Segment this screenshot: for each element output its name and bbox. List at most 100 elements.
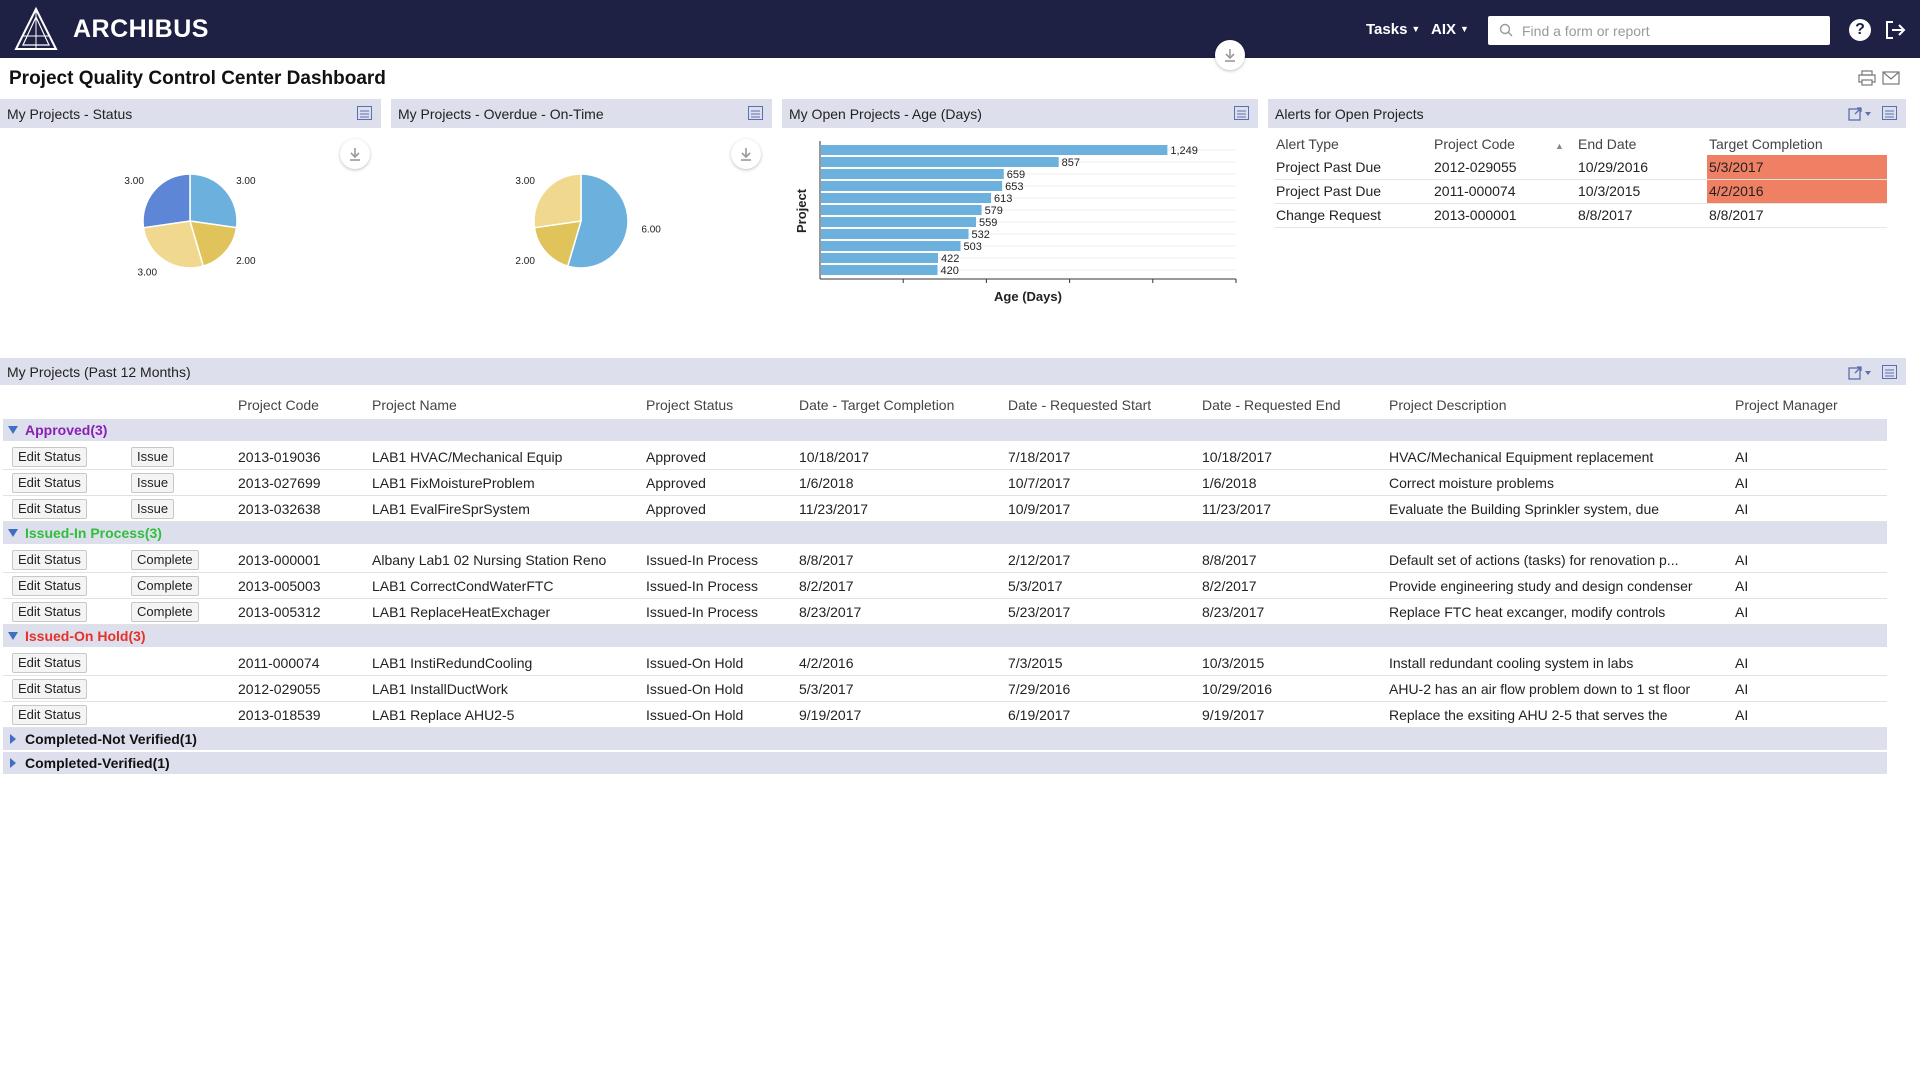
requested-end-cell: 10/3/2015 bbox=[1202, 655, 1265, 671]
issue-button[interactable]: Issue bbox=[131, 499, 175, 519]
col-project-code[interactable]: Project Code ▲ bbox=[1432, 133, 1576, 155]
email-icon[interactable] bbox=[1882, 70, 1900, 86]
bar[interactable] bbox=[821, 145, 1168, 155]
caret-down-icon[interactable] bbox=[7, 425, 19, 435]
issue-button[interactable]: Issue bbox=[131, 447, 175, 467]
edit-status-button[interactable]: Edit Status bbox=[12, 653, 87, 673]
edit-status-button[interactable]: Edit Status bbox=[12, 679, 87, 699]
bar-value-label: 532 bbox=[972, 229, 990, 241]
pie-slice[interactable] bbox=[142, 173, 191, 229]
chart-download-button[interactable] bbox=[731, 139, 761, 169]
panel-menu-icon[interactable] bbox=[357, 106, 372, 120]
edit-status-button[interactable]: Edit Status bbox=[12, 602, 87, 622]
edit-status-button[interactable]: Edit Status bbox=[12, 705, 87, 725]
bar[interactable] bbox=[821, 265, 938, 275]
table-row[interactable]: Edit Status Complete 2013-005312 LAB1 Repla… bbox=[3, 599, 1887, 625]
panel-menu-icon[interactable] bbox=[1882, 365, 1897, 379]
complete-button[interactable]: Complete bbox=[131, 602, 199, 622]
table-row[interactable]: Edit Status Issue 2013-019036 LAB1 HVAC/Mec… bbox=[3, 444, 1887, 470]
print-icon[interactable] bbox=[1858, 70, 1876, 86]
pie-slice[interactable] bbox=[533, 173, 582, 229]
table-row[interactable]: Edit Status Complete 2013-005003 LAB1 Corre… bbox=[3, 573, 1887, 599]
panel-menu-icon[interactable] bbox=[1234, 106, 1249, 120]
help-icon[interactable]: ? bbox=[1849, 19, 1871, 41]
alert-row[interactable]: Project Past Due 2012-029055 10/29/2016 5/3… bbox=[1274, 155, 1887, 180]
target-completion-cell: 5/3/2017 bbox=[799, 681, 854, 697]
issue-button[interactable]: Issue bbox=[131, 473, 175, 493]
complete-button[interactable]: Complete bbox=[131, 576, 199, 596]
alert-row[interactable]: Project Past Due 2011-000074 10/3/2015 4/2/… bbox=[1274, 179, 1887, 204]
caret-down-icon[interactable] bbox=[7, 631, 19, 641]
search-icon bbox=[1499, 23, 1513, 37]
logout-icon[interactable] bbox=[1883, 18, 1907, 42]
panel-menu-icon[interactable] bbox=[748, 106, 763, 120]
search-input[interactable] bbox=[1522, 22, 1830, 39]
panel-menu-icon[interactable] bbox=[1882, 106, 1897, 120]
edit-status-button[interactable]: Edit Status bbox=[12, 447, 87, 467]
bar[interactable] bbox=[821, 205, 982, 215]
archibus-logo-icon[interactable] bbox=[12, 6, 60, 52]
col-project-code[interactable]: Project Code bbox=[238, 397, 319, 413]
project-code-cell: 2012-029055 bbox=[1432, 155, 1576, 180]
col-alert-type[interactable]: Alert Type bbox=[1276, 136, 1339, 152]
export-icon[interactable] bbox=[1848, 365, 1872, 380]
requested-end-cell: 9/19/2017 bbox=[1202, 707, 1265, 723]
caret-right-icon[interactable] bbox=[7, 734, 19, 744]
edit-status-button[interactable]: Edit Status bbox=[12, 576, 87, 596]
chart-download-button[interactable] bbox=[340, 139, 370, 169]
user-menu[interactable]: AIX ▼ bbox=[1431, 21, 1469, 38]
table-row[interactable]: Edit Status 2011-000074 LAB1 InstiRedundCo… bbox=[3, 650, 1887, 676]
project-code-cell: 2013-027699 bbox=[238, 475, 321, 491]
export-icon[interactable] bbox=[1848, 106, 1872, 121]
bar[interactable] bbox=[821, 253, 939, 263]
col-project-manager[interactable]: Project Manager bbox=[1735, 397, 1838, 413]
pie-slice[interactable] bbox=[189, 173, 238, 229]
col-project-status[interactable]: Project Status bbox=[646, 397, 734, 413]
group-row[interactable]: Issued-In Process(3) bbox=[3, 522, 1887, 544]
caret-down-icon[interactable] bbox=[7, 528, 19, 538]
project-code-cell: 2013-032638 bbox=[238, 501, 321, 517]
edit-status-button[interactable]: Edit Status bbox=[12, 473, 87, 493]
col-requested-end[interactable]: Date - Requested End bbox=[1202, 397, 1341, 413]
chart-download-button[interactable] bbox=[1215, 40, 1245, 70]
bar[interactable] bbox=[821, 241, 961, 251]
project-name-cell: LAB1 ReplaceHeatExchager bbox=[372, 604, 551, 620]
user-menu-label: AIX bbox=[1431, 21, 1457, 38]
bar[interactable] bbox=[821, 193, 992, 203]
pie-value-label: 2.00 bbox=[236, 256, 256, 267]
alert-row[interactable]: Change Request 2013-000001 8/8/2017 8/8/201… bbox=[1274, 203, 1887, 228]
col-project-name[interactable]: Project Name bbox=[372, 397, 457, 413]
group-row[interactable]: Completed-Not Verified(1) bbox=[3, 728, 1887, 750]
project-code-cell: 2013-000001 bbox=[1432, 203, 1576, 228]
group-row[interactable]: Issued-On Hold(3) bbox=[3, 625, 1887, 647]
alert-type-cell: Project Past Due bbox=[1274, 155, 1432, 180]
pie-slice[interactable] bbox=[533, 220, 583, 268]
col-end-date[interactable]: End Date bbox=[1578, 136, 1637, 152]
col-target-completion[interactable]: Date - Target Completion bbox=[799, 397, 955, 413]
pie-slice[interactable] bbox=[188, 220, 238, 268]
table-row[interactable]: Edit Status 2012-029055 LAB1 InstallDuctWo… bbox=[3, 676, 1887, 702]
group-row[interactable]: Completed-Verified(1) bbox=[3, 752, 1887, 774]
tasks-menu[interactable]: Tasks ▼ bbox=[1366, 21, 1420, 38]
table-row[interactable]: Edit Status Issue 2013-032638 LAB1 EvalFire… bbox=[3, 496, 1887, 522]
bar-value-label: 659 bbox=[1007, 169, 1025, 181]
complete-button[interactable]: Complete bbox=[131, 550, 199, 570]
bar[interactable] bbox=[821, 217, 977, 227]
pie-slice[interactable] bbox=[142, 220, 205, 269]
col-target-completion[interactable]: Target Completion bbox=[1709, 136, 1823, 152]
caret-right-icon[interactable] bbox=[7, 758, 19, 768]
edit-status-button[interactable]: Edit Status bbox=[12, 499, 87, 519]
bar[interactable] bbox=[821, 169, 1004, 179]
bar[interactable] bbox=[821, 229, 969, 239]
bar[interactable] bbox=[821, 157, 1059, 167]
bar[interactable] bbox=[821, 181, 1003, 191]
project-description-cell: Default set of actions (tasks) for renov… bbox=[1389, 552, 1679, 568]
col-project-description[interactable]: Project Description bbox=[1389, 397, 1507, 413]
table-row[interactable]: Edit Status 2013-018539 LAB1 Replace AHU2-… bbox=[3, 702, 1887, 728]
table-row[interactable]: Edit Status Issue 2013-027699 LAB1 FixMoist… bbox=[3, 470, 1887, 496]
edit-status-button[interactable]: Edit Status bbox=[12, 550, 87, 570]
pie-slice[interactable] bbox=[566, 173, 629, 269]
col-requested-start[interactable]: Date - Requested Start bbox=[1008, 397, 1152, 413]
table-row[interactable]: Edit Status Complete 2013-000001 Albany Lab… bbox=[3, 547, 1887, 573]
group-row[interactable]: Approved(3) bbox=[3, 419, 1887, 441]
